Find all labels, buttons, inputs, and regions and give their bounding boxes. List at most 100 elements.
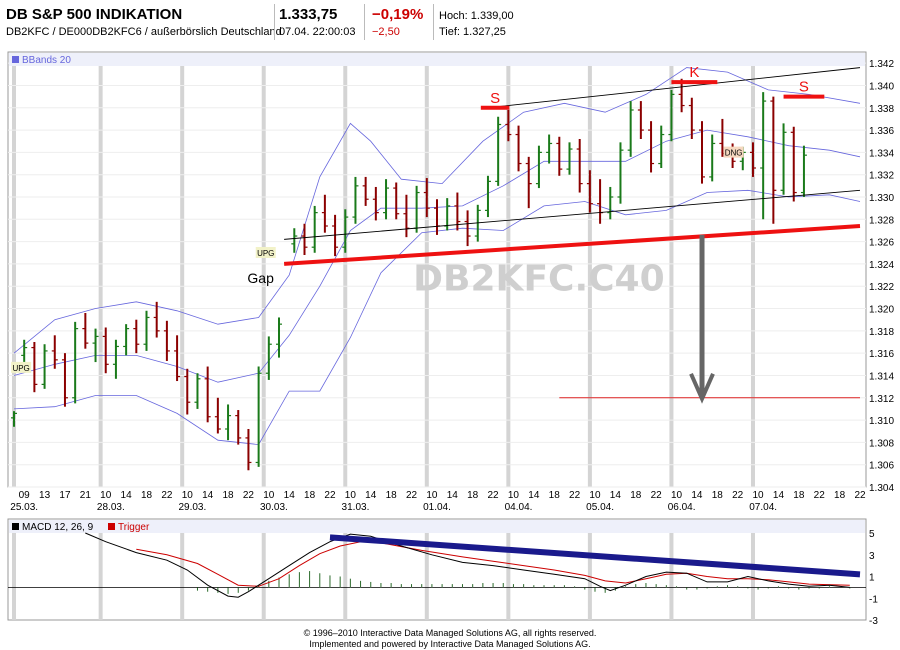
x-hour-tick-label: 14 <box>365 490 377 501</box>
ohlc-bar <box>372 186 379 221</box>
x-hour-tick-label: 18 <box>630 490 642 501</box>
quote-timestamp: 07.04. 22:00:03 <box>279 26 356 38</box>
ohlc-bar <box>41 344 48 389</box>
x-hour-tick-label: 14 <box>610 490 622 501</box>
y-tick-label: 1.342 <box>869 59 894 70</box>
trigger-legend-label: Trigger <box>118 522 150 533</box>
header-divider <box>364 4 365 40</box>
signal-badge <box>255 247 276 258</box>
change-percent: −0,19% <box>372 6 424 23</box>
x-hour-tick-label: 10 <box>426 490 438 501</box>
ohlc-bar <box>658 125 665 168</box>
ohlc-bar <box>321 194 328 233</box>
ohlc-bar <box>143 310 150 351</box>
ohlc-bar <box>123 324 130 356</box>
x-hour-tick-label: 22 <box>814 490 826 501</box>
bband-middle-line <box>13 129 861 383</box>
ohlc-bar <box>800 145 807 197</box>
ohlc-bar <box>699 121 706 184</box>
x-hour-tick-label: 10 <box>345 490 357 501</box>
macd-y-tick-label: 5 <box>869 529 875 540</box>
x-hour-tick-label: 14 <box>447 490 459 501</box>
ohlc-bar <box>61 353 68 407</box>
day-high: Hoch: 1.339,00 <box>439 10 514 22</box>
x-hour-tick-label: 22 <box>569 490 581 501</box>
x-hour-tick-label: 09 <box>19 490 31 501</box>
peak-marker-label: K <box>689 64 699 81</box>
x-date-tick-label: 04.04. <box>505 502 533 513</box>
x-hour-tick-label: 14 <box>528 490 540 501</box>
ohlc-bar <box>31 342 38 393</box>
x-hour-tick-label: 22 <box>243 490 255 501</box>
ohlc-bar <box>617 142 624 204</box>
ohlc-bar <box>393 182 400 220</box>
y-tick-label: 1.332 <box>869 171 894 182</box>
ohlc-bar <box>102 327 109 374</box>
session-separator <box>180 66 185 487</box>
ohlc-bar <box>352 176 359 224</box>
x-hour-tick-label: 22 <box>854 490 866 501</box>
x-date-tick-label: 28.03. <box>97 502 125 513</box>
macd-session-separator <box>98 533 103 620</box>
y-tick-label: 1.324 <box>869 260 894 271</box>
macd-session-separator <box>180 533 185 620</box>
macd-legend-label: MACD 12, 26, 9 <box>22 522 94 533</box>
ohlc-bar <box>749 142 756 177</box>
y-tick-label: 1.334 <box>869 148 894 159</box>
x-date-tick-label: 31.03. <box>342 502 370 513</box>
macd-y-tick-label: 1 <box>869 573 875 584</box>
chart-area: 1.342 1.340 1.338 1.336 1.334 1.332 1.330 1.328… <box>7 51 894 627</box>
powered-by-text: Implemented and powered by Interactive D… <box>309 639 591 649</box>
y-tick-label: 1.308 <box>869 438 894 449</box>
x-hour-tick-label: 18 <box>222 490 234 501</box>
ohlc-bar <box>403 194 410 238</box>
y-tick-label: 1.310 <box>869 416 894 427</box>
ohlc-bar <box>112 339 119 379</box>
ohlc-bar <box>464 210 471 247</box>
session-separator <box>750 66 755 487</box>
macd-y-tick-label: 3 <box>869 551 875 562</box>
ohlc-bar <box>586 170 593 213</box>
ohlc-bar <box>546 134 553 164</box>
ohlc-bar <box>342 209 349 253</box>
ohlc-bar <box>780 123 787 195</box>
x-hour-tick-label: 18 <box>386 490 398 501</box>
quote-header: DB S&P 500 INDIKATION DB2KFC / DE000DB2K… <box>0 0 900 44</box>
y-tick-label: 1.340 <box>869 81 894 92</box>
channel-line <box>284 189 861 240</box>
session-separator <box>669 66 674 487</box>
ohlc-bar <box>362 176 369 206</box>
x-hour-tick-label: 18 <box>467 490 479 501</box>
ohlc-bar <box>576 139 583 193</box>
ohlc-bar <box>301 223 308 255</box>
ohlc-bar <box>770 96 777 224</box>
y-tick-label: 1.312 <box>869 394 894 405</box>
session-separator <box>424 66 429 487</box>
ohlc-bar <box>133 319 140 354</box>
trigger-line <box>136 541 850 587</box>
ohlc-bar <box>82 313 89 349</box>
macd-panel: MACD 12, 26, 9 Trigger 5 3 1 -1 -3 <box>7 518 878 627</box>
price-panel: 1.342 1.340 1.338 1.336 1.334 1.332 1.330 1.328… <box>7 51 894 513</box>
chart-annotation: Gap <box>247 270 274 286</box>
ohlc-bar <box>194 373 201 409</box>
macd-line <box>85 532 850 598</box>
ohlc-bar <box>311 205 318 253</box>
session-separator <box>261 66 266 487</box>
instrument-subtitle: DB2KFC / DE000DB2KFC6 / außerbörslich De… <box>6 26 282 38</box>
ohlc-bar <box>790 126 797 202</box>
ohlc-bar <box>709 134 716 182</box>
x-hour-tick-label: 14 <box>202 490 214 501</box>
bbands-legend-swatch <box>12 56 19 63</box>
ohlc-bar <box>92 328 99 363</box>
ohlc-bar <box>556 136 563 176</box>
x-hour-tick-label: 18 <box>549 490 561 501</box>
session-separator <box>587 66 592 487</box>
macd-session-separator <box>12 533 16 620</box>
y-tick-label: 1.330 <box>869 193 894 204</box>
ohlc-bar <box>163 320 170 361</box>
ohlc-bar <box>204 366 211 423</box>
y-tick-label: 1.336 <box>869 126 894 137</box>
ohlc-bar <box>648 121 655 173</box>
copyright-text: © 1996–2010 Interactive Data Managed Sol… <box>303 628 597 638</box>
